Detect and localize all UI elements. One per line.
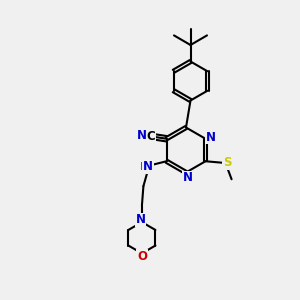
Text: N: N	[143, 160, 153, 173]
Text: C: C	[146, 130, 155, 143]
Text: N: N	[206, 131, 216, 144]
Text: H: H	[140, 162, 149, 172]
Text: N: N	[136, 129, 147, 142]
Text: N: N	[182, 171, 193, 184]
Text: N: N	[135, 213, 146, 226]
Text: O: O	[137, 250, 147, 263]
Text: S: S	[223, 156, 231, 169]
